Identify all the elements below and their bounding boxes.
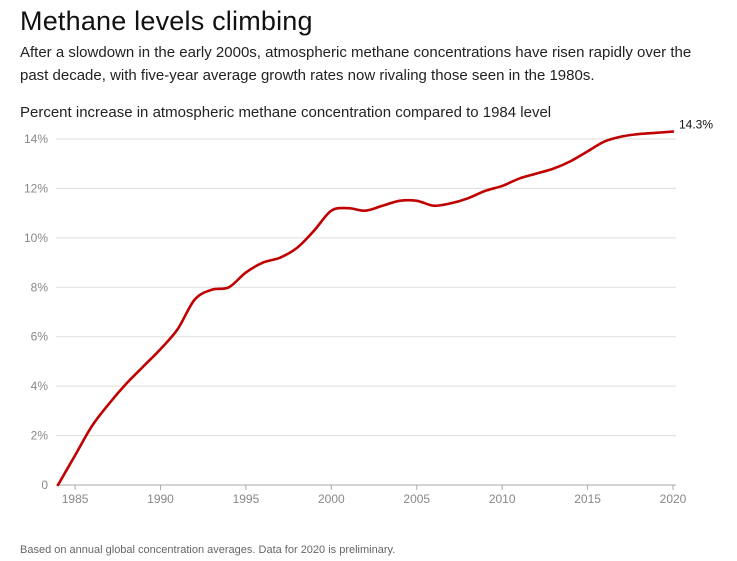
methane-line-chart: 0 2% 4% 6% 8% 10% 12% 14% 1985 1990 1995 2000 2005 2… xyxy=(24,118,713,506)
y-tick-label-8: 8% xyxy=(31,280,49,294)
x-tick-label-2015: 2015 xyxy=(574,492,601,506)
x-tick-label-2010: 2010 xyxy=(489,492,516,506)
y-axis-label: Percent increase in atmospheric methane … xyxy=(20,104,552,121)
chart-title: Methane levels climbing xyxy=(20,6,313,36)
x-tick-label-1995: 1995 xyxy=(233,492,260,506)
y-tick-label-6: 6% xyxy=(31,330,49,344)
x-tick-label-2000: 2000 xyxy=(318,492,345,506)
series-layer xyxy=(56,130,675,487)
x-tick-label-2020: 2020 xyxy=(660,492,687,506)
y-tick-label-2: 2% xyxy=(31,429,49,443)
y-tick-label-4: 4% xyxy=(31,379,49,393)
y-tick-label-14: 14% xyxy=(24,132,48,146)
y-tick-label-12: 12% xyxy=(24,181,48,195)
series-line-0 xyxy=(56,130,675,487)
footnote: Based on annual global concentration ave… xyxy=(20,544,396,556)
y-tick-label-10: 10% xyxy=(24,231,48,245)
x-tick-label-2005: 2005 xyxy=(403,492,430,506)
y-tick-label-0: 0 xyxy=(41,478,48,492)
data-labels: 14.3% xyxy=(679,118,713,132)
chart-subtitle: After a slowdown in the early 2000s, atm… xyxy=(20,44,692,84)
grid-lines xyxy=(56,138,676,486)
end-value-label: 14.3% xyxy=(679,118,713,132)
x-tick-labels: 1985 1990 1995 2000 2005 2010 2015 2020 xyxy=(62,485,687,506)
y-tick-labels: 0 2% 4% 6% 8% 10% 12% 14% xyxy=(24,132,48,492)
x-tick-label-1990: 1990 xyxy=(147,492,174,506)
x-tick-label-1985: 1985 xyxy=(62,492,89,506)
